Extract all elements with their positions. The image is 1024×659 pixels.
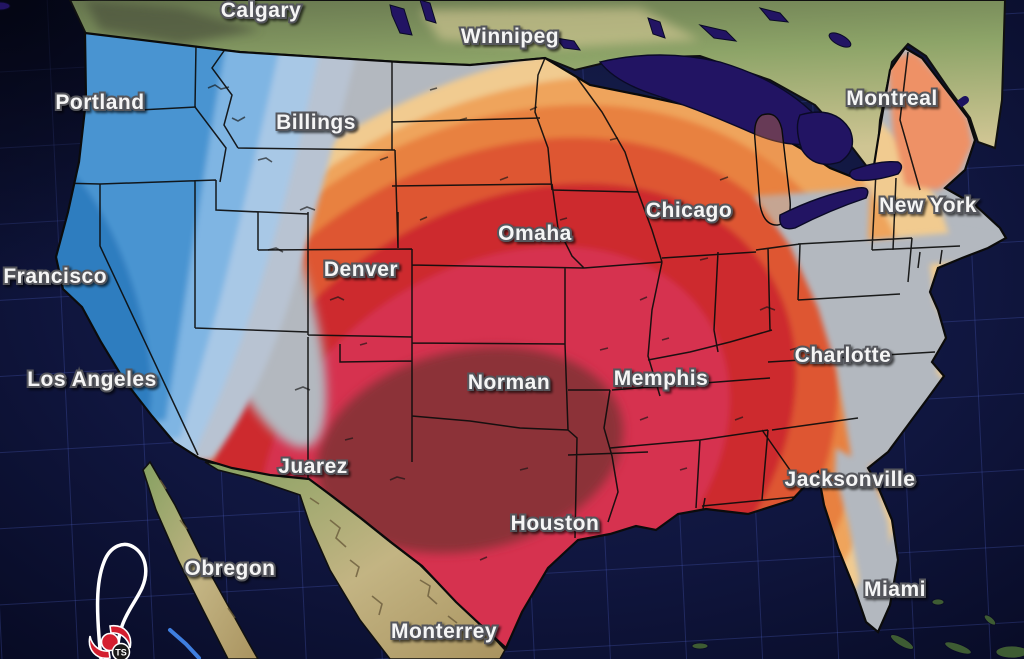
city-label-jacksonville: Jacksonville	[785, 468, 916, 491]
great-lakes	[598, 54, 903, 230]
city-label-portland: Portland	[55, 91, 144, 114]
city-label-billings: Billings	[276, 111, 356, 134]
terrain-ridge-marks	[207, 84, 798, 561]
city-label-juarez: Juarez	[278, 455, 348, 478]
city-label-norman: Norman	[468, 371, 550, 394]
city-label-chicago: Chicago	[646, 199, 732, 222]
city-label-los-angeles: Los Angeles	[27, 368, 157, 391]
city-label-omaha: Omaha	[498, 222, 572, 245]
city-label-montreal: Montreal	[846, 87, 938, 110]
us-outline	[54, 31, 1008, 650]
city-label-san-francisco: San Francisco	[0, 265, 107, 288]
band-maine-salmon	[888, 52, 972, 190]
city-label-miami: Miami	[864, 578, 926, 601]
canadian-lakes	[0, 0, 852, 51]
city-label-houston: Houston	[511, 512, 600, 535]
storm-badge-circle	[111, 642, 131, 659]
storm-track-line	[168, 628, 201, 659]
city-label-winnipeg: Winnipeg	[461, 25, 559, 48]
city-labels: Calgary Winnipeg Montreal Portland Billings C…	[0, 0, 978, 645]
storm-badge-label: TS	[115, 648, 127, 658]
city-label-calgary: Calgary	[221, 0, 302, 22]
city-label-charlotte: Charlotte	[795, 344, 892, 367]
city-label-obregon: Obregon	[185, 557, 276, 580]
islands	[691, 598, 1024, 659]
city-label-monterrey: Monterrey	[391, 620, 497, 643]
state-borders	[57, 44, 961, 539]
band-maroon-core	[316, 347, 624, 553]
storm-system: TS	[88, 542, 201, 659]
city-label-new-york: New York	[879, 194, 977, 217]
city-label-memphis: Memphis	[614, 367, 709, 390]
city-label-denver: Denver	[324, 258, 398, 281]
